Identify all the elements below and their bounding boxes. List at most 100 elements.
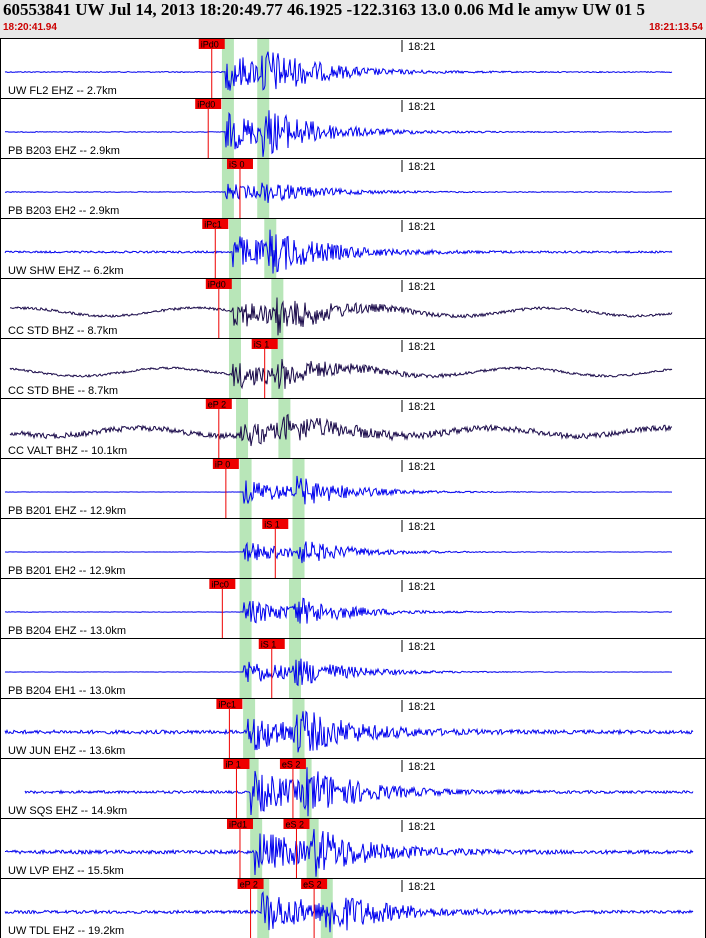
channel-label: PB B203 EHZ -- 2.9km <box>8 145 120 157</box>
time-tick-label: 18:21 <box>408 521 436 533</box>
time-tick-label: 18:21 <box>408 221 436 233</box>
p-arrival-band <box>257 879 270 938</box>
time-tick-label: 18:21 <box>408 101 436 113</box>
trace-row[interactable]: 18:21 iPd1 eS 2 UW LVP EHZ -- 15.5km <box>0 818 706 879</box>
time-tick-label: 18:21 <box>408 281 436 293</box>
time-tick-label: 18:21 <box>408 641 436 653</box>
waveform <box>5 829 694 877</box>
pick-marker <box>301 879 328 889</box>
waveform <box>4 229 673 274</box>
time-tick-label: 18:21 <box>408 401 436 413</box>
pick-marker <box>195 99 222 109</box>
s-arrival-band <box>257 39 270 98</box>
trace-row[interactable]: 18:21 iS 1 PB B204 EH1 -- 13.0km <box>0 638 706 699</box>
channel-label: CC STD BHZ -- 8.7km <box>8 325 117 337</box>
trace-row[interactable]: 18:21 iP 1 eS 2 UW SQS EHZ -- 14.9km <box>0 758 706 819</box>
p-arrival-band <box>228 279 241 338</box>
pick-label: iPd1 <box>229 820 247 830</box>
pick-label: eP 2 <box>240 880 258 890</box>
seismogram-panel[interactable]: 18:21 iPd0 UW FL2 EHZ -- 2.7km 18:21 iPd0 PB … <box>0 38 706 938</box>
s-arrival-band <box>292 519 305 578</box>
event-title: 60553841 UW Jul 14, 2013 18:20:49.77 46.… <box>3 0 646 19</box>
waveform <box>9 297 673 336</box>
pick-marker <box>251 339 278 349</box>
trace-row[interactable]: 18:21 eP 2 CC VALT BHZ -- 10.1km <box>0 398 706 459</box>
waveform <box>4 110 673 157</box>
waveform <box>4 182 673 203</box>
pick-label: eP 2 <box>208 400 226 410</box>
trace-row[interactable]: 18:21 iP 0 PB B201 EHZ -- 12.9km <box>0 458 706 519</box>
trace-row[interactable]: 18:21 iS 0 PB B203 EH2 -- 2.9km <box>0 158 706 219</box>
pick-marker <box>237 879 264 889</box>
pick-label: iPc0 <box>211 580 229 590</box>
waveform <box>4 658 673 687</box>
start-time: 18:20:41.94 <box>3 22 57 33</box>
pick-label: iPc1 <box>218 700 236 710</box>
pick-label: eS 2 <box>282 760 301 770</box>
pick-marker <box>262 519 289 529</box>
channel-label: UW FL2 EHZ -- 2.7km <box>8 85 117 97</box>
channel-label: CC STD BHE -- 8.7km <box>8 385 118 397</box>
pick-marker <box>279 759 306 769</box>
channel-label: PB B204 EH1 -- 13.0km <box>8 685 125 697</box>
pick-marker <box>212 459 239 469</box>
channel-label: PB B201 EH2 -- 12.9km <box>8 565 125 577</box>
channel-label: UW TDL EHZ -- 19.2km <box>8 925 124 937</box>
p-arrival-band <box>236 399 249 458</box>
s-arrival-band <box>292 699 305 758</box>
waveform <box>24 767 694 817</box>
pick-marker <box>226 819 253 829</box>
pick-label: iPd0 <box>208 280 226 290</box>
trace-row[interactable]: 18:21 iPd0 UW FL2 EHZ -- 2.7km <box>0 38 706 99</box>
pick-marker <box>198 39 225 49</box>
channel-label: UW SHW EHZ -- 6.2km <box>8 265 124 277</box>
channel-label: PB B201 EHZ -- 12.9km <box>8 505 126 517</box>
waveform <box>9 358 673 390</box>
trace-row[interactable]: 18:21 iPc1 UW SHW EHZ -- 6.2km <box>0 218 706 279</box>
p-arrival-band <box>243 699 256 758</box>
trace-row[interactable]: 18:21 iPc1 UW JUN EHZ -- 13.6km <box>0 698 706 759</box>
pick-marker <box>258 639 285 649</box>
channel-label: UW SQS EHZ -- 14.9km <box>8 805 127 817</box>
pick-label: iS 1 <box>254 340 270 350</box>
waveform <box>4 710 694 753</box>
waveform <box>5 597 673 624</box>
channel-label: CC VALT BHZ -- 10.1km <box>8 445 127 457</box>
event-header: 60553841 UW Jul 14, 2013 18:20:49.77 46.… <box>0 0 706 38</box>
time-tick-label: 18:21 <box>408 161 436 173</box>
pick-marker <box>226 159 253 169</box>
time-tick-label: 18:21 <box>408 581 436 593</box>
trace-row[interactable]: 18:21 iS 1 PB B201 EH2 -- 12.9km <box>0 518 706 579</box>
channel-label: PB B203 EH2 -- 2.9km <box>8 205 119 217</box>
time-tick-label: 18:21 <box>408 701 436 713</box>
p-arrival-band <box>221 99 234 158</box>
s-arrival-band <box>257 99 270 158</box>
trace-row[interactable]: 18:21 iS 1 CC STD BHE -- 8.7km <box>0 338 706 399</box>
trace-row[interactable]: 18:21 iPd0 CC STD BHZ -- 8.7km <box>0 278 706 339</box>
s-arrival-band <box>257 159 270 218</box>
trace-row[interactable]: 18:21 eP 2 eS 2 UW TDL EHZ -- 19.2km <box>0 878 706 938</box>
pick-marker <box>223 759 250 769</box>
trace-row[interactable]: 18:21 iPd0 PB B203 EHZ -- 2.9km <box>0 98 706 159</box>
time-tick-label: 18:21 <box>408 761 436 773</box>
pick-label: iP 1 <box>225 760 240 770</box>
pick-label: iP 0 <box>215 460 230 470</box>
channel-label: UW LVP EHZ -- 15.5km <box>8 865 124 877</box>
pick-marker <box>283 819 310 829</box>
pick-label: iS 1 <box>261 640 277 650</box>
pick-marker <box>205 279 232 289</box>
pick-marker <box>205 399 232 409</box>
waveform <box>4 475 673 505</box>
end-time: 18:21:13.54 <box>649 22 703 33</box>
p-arrival-band <box>239 579 252 638</box>
pick-label: iS 0 <box>229 160 245 170</box>
trace-row[interactable]: 18:21 iPc0 PB B204 EHZ -- 13.0km <box>0 578 706 639</box>
pick-marker <box>202 219 229 229</box>
pick-label: iPc1 <box>204 220 222 230</box>
time-tick-label: 18:21 <box>408 341 436 353</box>
waveform <box>4 51 673 91</box>
waveform <box>9 413 673 447</box>
p-arrival-band <box>228 219 241 278</box>
channel-label: UW JUN EHZ -- 13.6km <box>8 745 125 757</box>
pick-marker <box>216 699 243 709</box>
